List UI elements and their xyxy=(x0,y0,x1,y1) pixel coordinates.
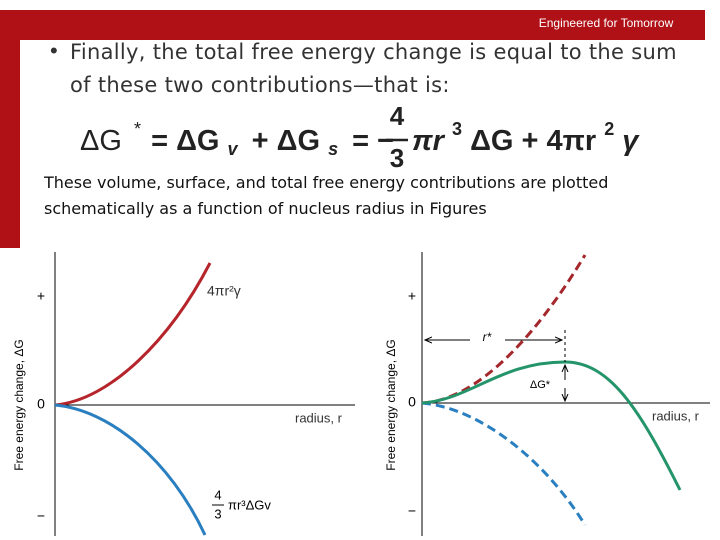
paragraph-box: These volume, surface, and total free en… xyxy=(44,173,609,218)
barrier: ΔG* xyxy=(530,379,551,391)
paragraph: These volume, surface, and total free en… xyxy=(44,173,609,218)
tick-label: 0 xyxy=(408,394,416,410)
eq-num: 4 xyxy=(390,101,405,131)
surface-curve xyxy=(421,254,587,405)
eq-exp: 2 xyxy=(604,119,614,139)
tick-label: − xyxy=(37,508,45,524)
bullet-dot: • xyxy=(50,38,58,63)
surface-label: 4πr²γ xyxy=(207,283,241,299)
x-label: radius, r xyxy=(295,410,343,425)
eq-star: * xyxy=(134,119,141,139)
critical-radius: r* xyxy=(483,330,492,344)
figure-left: + 0 − Free energy change, ΔG radius, r 4… xyxy=(12,252,355,536)
y-label: Free energy change, ΔG xyxy=(384,339,398,470)
header-bar xyxy=(0,10,705,40)
eq-den: 3 xyxy=(390,143,404,173)
eq-part: ΔG + 4πr xyxy=(470,125,596,157)
surface-curve xyxy=(54,262,212,407)
tick-label: 0 xyxy=(37,396,45,412)
volume-curve xyxy=(421,401,587,526)
eq-part: = ΔG xyxy=(151,125,219,157)
brand: Engineered for Tomorrow xyxy=(539,16,674,30)
eq-part: πr xyxy=(412,125,446,157)
x-label: radius, r xyxy=(652,408,700,423)
volume-curve xyxy=(54,403,207,536)
eq-exp: 3 xyxy=(452,119,462,139)
eq-sub: v xyxy=(228,139,239,159)
volume-num: 4 xyxy=(214,487,221,502)
tick-label: − xyxy=(408,503,416,519)
figure-right: r* ΔG* + 0 − Free energy change, ΔG radi… xyxy=(384,252,710,536)
tick-label: + xyxy=(408,288,416,304)
side-bar xyxy=(0,10,20,248)
eq-sub: s xyxy=(328,139,338,159)
volume-label: πr³ΔGv xyxy=(228,497,271,512)
equation: ΔG * = ΔG v + ΔG s = − xyxy=(80,113,394,165)
bullet-text: Finally, the total free energy change is… xyxy=(70,40,677,97)
volume-den: 3 xyxy=(214,506,221,521)
eq-lhs: ΔG xyxy=(80,125,122,157)
tick-label: + xyxy=(37,288,45,304)
y-label: Free energy change, ΔG xyxy=(12,339,26,470)
bullet-box: Finally, the total free energy change is… xyxy=(70,40,677,97)
eq-part: + ΔG xyxy=(252,125,320,157)
eq-part: γ xyxy=(622,125,640,157)
total-curve xyxy=(421,360,682,491)
equation-rhs: πr 3 ΔG + 4πr 2 γ xyxy=(412,113,640,157)
